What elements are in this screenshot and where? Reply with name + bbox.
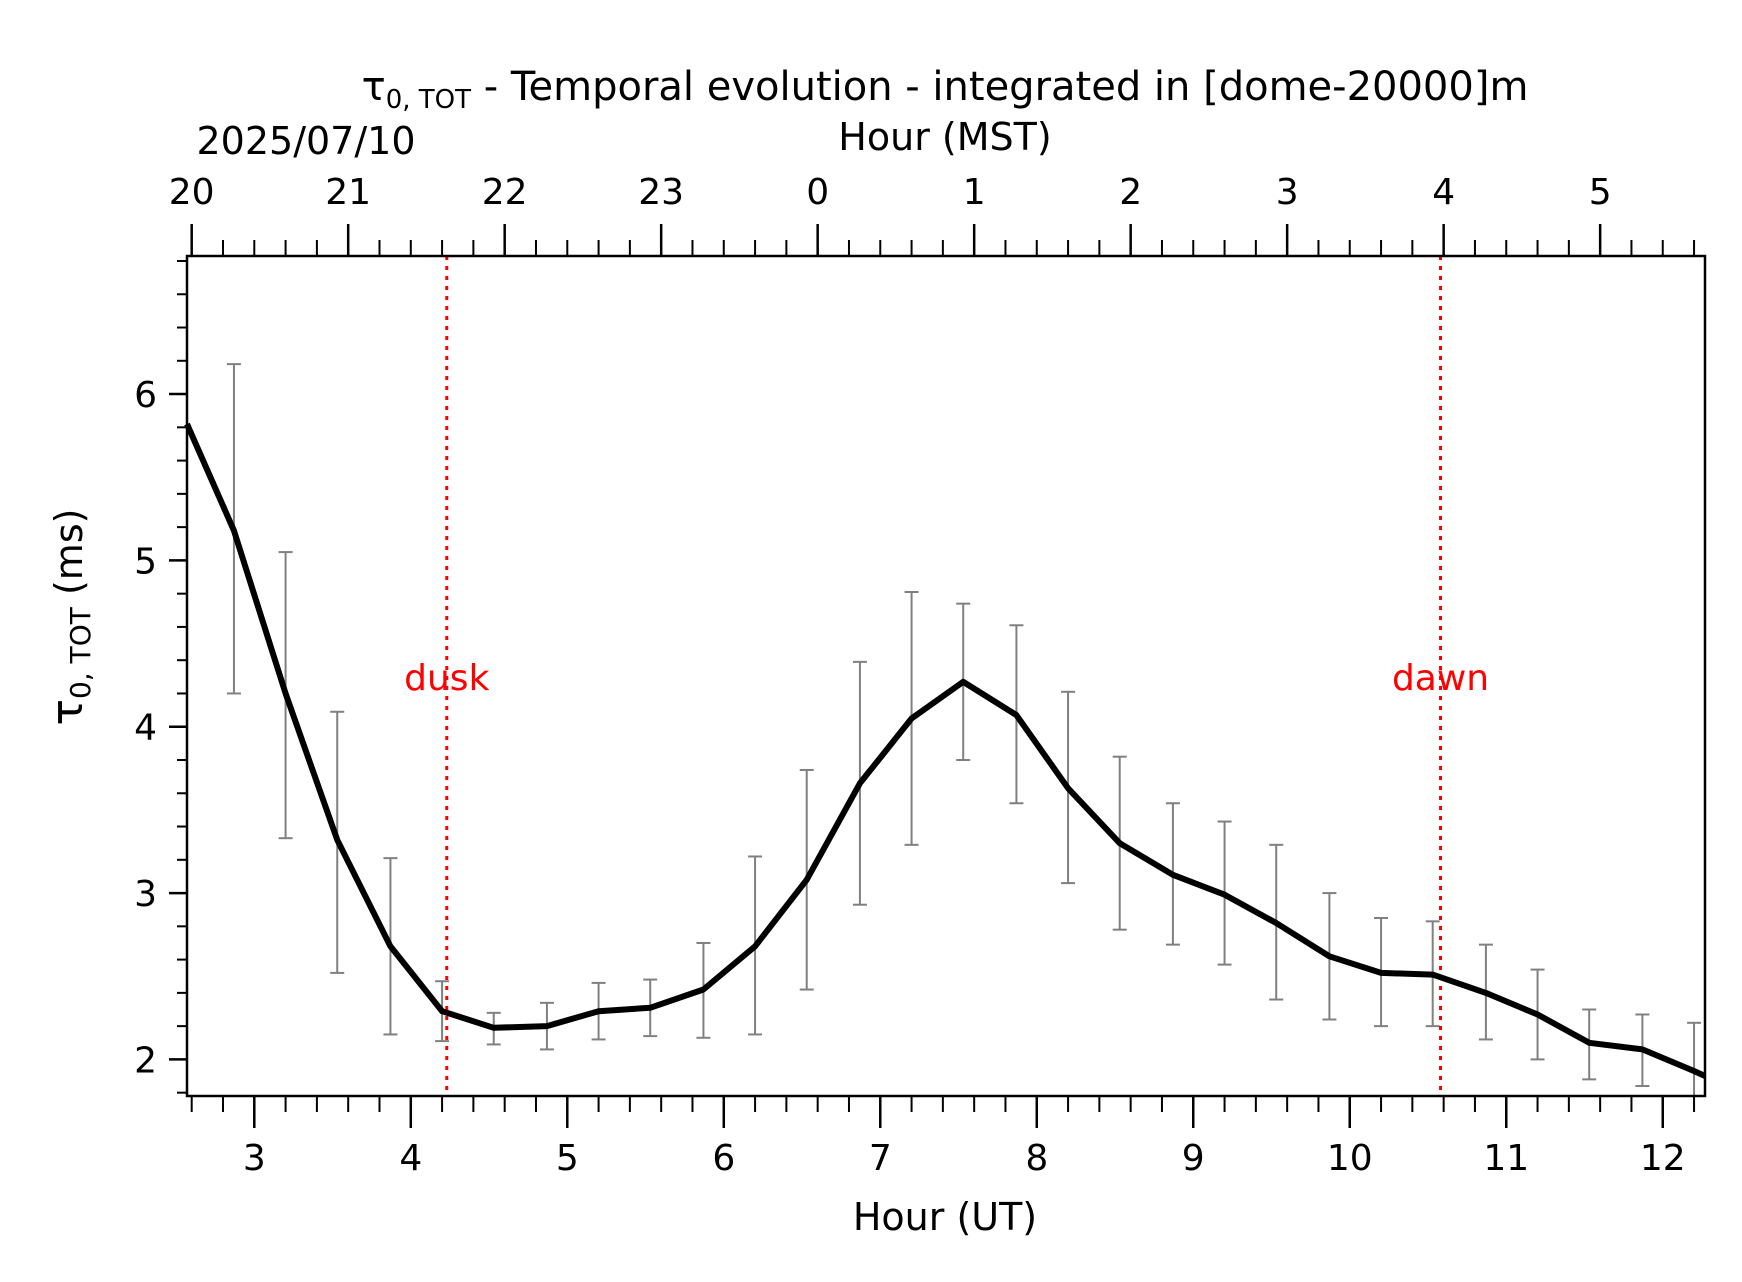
x2-tick-label: 0 bbox=[806, 172, 829, 213]
date-label: 2025/07/10 bbox=[196, 119, 415, 163]
x-tick-label: 7 bbox=[869, 1138, 892, 1179]
x-tick-label: 4 bbox=[399, 1138, 422, 1179]
y-tick-label: 6 bbox=[134, 375, 157, 416]
error-bar bbox=[1687, 1021, 1702, 1097]
series-lines bbox=[184, 422, 1707, 1079]
x2-tick-label: 23 bbox=[638, 172, 684, 213]
x-tick-label: 10 bbox=[1327, 1138, 1373, 1179]
x2-tick-label: 2 bbox=[1119, 172, 1142, 213]
y-axis-subscript: 0, TOT bbox=[64, 606, 97, 699]
title-symbol: τ bbox=[362, 64, 386, 110]
x-tick-label: 5 bbox=[556, 1138, 579, 1179]
x2-tick-label: 20 bbox=[169, 172, 215, 213]
x-tick-label: 12 bbox=[1640, 1138, 1686, 1179]
x2-tick-label: 5 bbox=[1589, 172, 1612, 213]
annotations: dusk dawn bbox=[404, 256, 1489, 1096]
x2-tick-label: 3 bbox=[1276, 172, 1299, 213]
y-tick-label: 2 bbox=[134, 1040, 157, 1081]
x2-tick-label: 1 bbox=[963, 172, 986, 213]
x2-tick-label: 4 bbox=[1432, 172, 1455, 213]
x2-tick-label: 22 bbox=[482, 172, 528, 213]
y-tick-label: 4 bbox=[134, 708, 157, 749]
y-tick-label: 3 bbox=[134, 874, 157, 915]
y-axis-symbol: τ bbox=[42, 699, 93, 726]
y-axis-title: τ0, TOT (ms) bbox=[42, 509, 97, 726]
x-tick-label: 3 bbox=[243, 1138, 266, 1179]
series-line bbox=[184, 422, 1707, 1079]
x-tick-label: 11 bbox=[1483, 1138, 1529, 1179]
dusk-label: dusk bbox=[404, 658, 489, 699]
chart-title: τ0, TOT - Temporal evolution - integrate… bbox=[362, 64, 1529, 115]
title-text: - Temporal evolution - integrated in [do… bbox=[471, 64, 1528, 110]
bottom-axis-title: Hour (UT) bbox=[853, 1195, 1037, 1239]
y-tick-label: 5 bbox=[134, 541, 157, 582]
x2-tick-label: 21 bbox=[325, 172, 371, 213]
title-subscript: 0, TOT bbox=[386, 85, 471, 115]
x-tick-label: 9 bbox=[1182, 1138, 1205, 1179]
top-axis-title: Hour (MST) bbox=[838, 115, 1051, 159]
dawn-label: dawn bbox=[1392, 658, 1489, 699]
y-axis-unit: (ms) bbox=[47, 509, 91, 608]
x-tick-label: 8 bbox=[1025, 1138, 1048, 1179]
x-tick-label: 6 bbox=[712, 1138, 735, 1179]
plot-frame bbox=[185, 254, 1707, 1098]
